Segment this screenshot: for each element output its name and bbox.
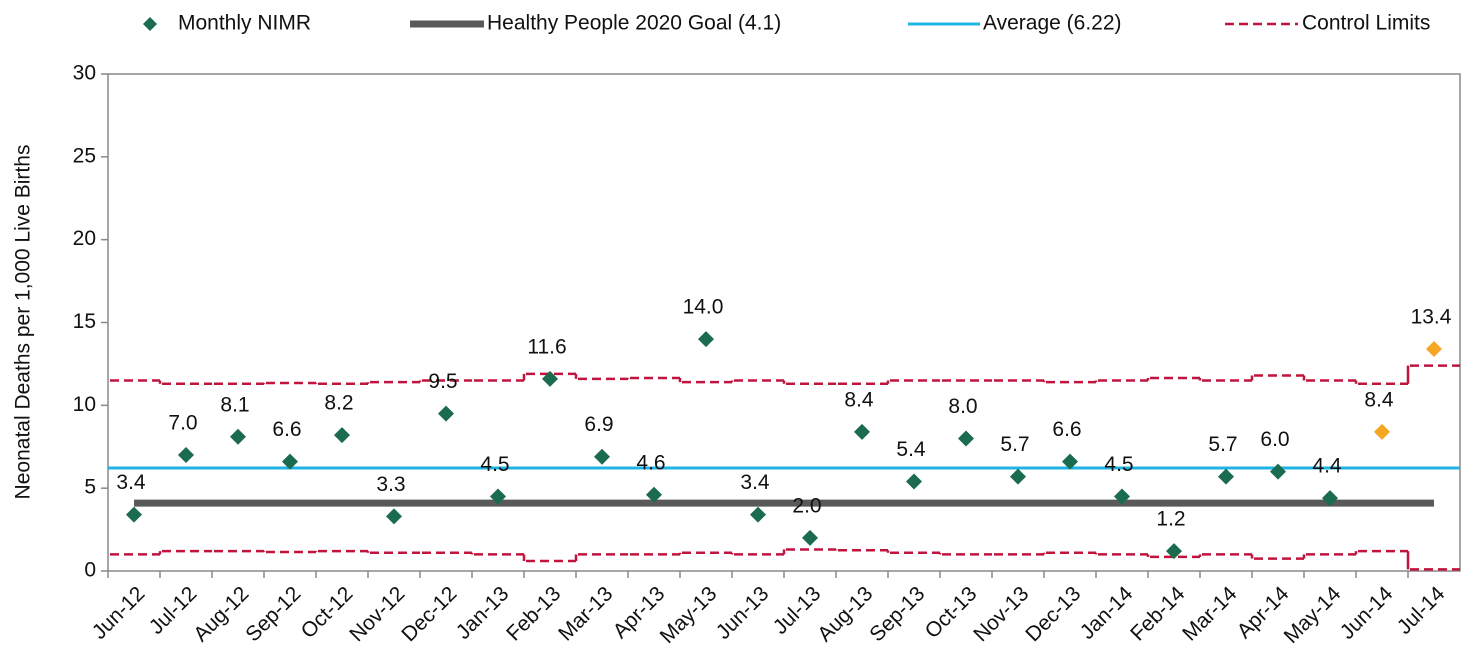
- x-tick-label: Jan-14: [1076, 582, 1138, 644]
- y-tick-label: 10: [73, 393, 96, 416]
- data-point: [386, 508, 402, 525]
- data-point: [958, 430, 974, 447]
- data-label: 8.2: [324, 392, 353, 415]
- data-point: [698, 331, 714, 348]
- y-axis-title: Neonatal Deaths per 1,000 Live Births: [12, 145, 35, 500]
- x-tick-label: May-14: [1280, 582, 1346, 648]
- data-label: 3.4: [740, 471, 770, 494]
- x-tick-label: Mar-14: [1178, 582, 1242, 646]
- x-tick-label: May-13: [656, 582, 722, 648]
- data-point: [490, 488, 506, 505]
- data-point: [1374, 423, 1390, 440]
- legend-label: Average (6.22): [983, 12, 1122, 35]
- legend-label: Monthly NIMR: [178, 12, 311, 35]
- data-label: 5.7: [1208, 433, 1237, 456]
- x-tick-label: Jun-12: [88, 582, 150, 644]
- x-tick-label: Sep-12: [241, 582, 305, 646]
- data-point: [1166, 543, 1182, 560]
- data-label: 1.2: [1156, 508, 1185, 531]
- data-label: 11.6: [527, 335, 566, 358]
- x-tick-label: Aug-12: [189, 582, 253, 646]
- data-label: 8.4: [1364, 388, 1394, 411]
- data-point: [646, 486, 662, 503]
- data-point: [1322, 490, 1338, 507]
- data-point: [126, 506, 142, 523]
- data-label: 6.6: [272, 418, 301, 441]
- data-label: 5.7: [1000, 433, 1029, 456]
- data-label: 4.5: [480, 453, 509, 476]
- data-label: 3.3: [376, 473, 405, 496]
- data-label: 2.0: [792, 494, 821, 517]
- data-point: [542, 370, 558, 387]
- x-tick-label: Feb-14: [1126, 582, 1190, 646]
- x-tick-label: Mar-13: [554, 582, 617, 645]
- legend-label: Healthy People 2020 Goal (4.1): [487, 12, 781, 35]
- data-point: [178, 447, 194, 464]
- data-label: 6.9: [584, 413, 613, 436]
- data-point: [750, 506, 766, 523]
- plot-frame: [107, 73, 1461, 572]
- data-label: 8.1: [220, 393, 249, 416]
- x-tick-label: Jun-14: [1336, 582, 1398, 644]
- data-point: [906, 473, 922, 490]
- data-label: 8.4: [844, 388, 874, 411]
- legend-marker: [143, 17, 157, 31]
- data-label: 14.0: [683, 296, 724, 319]
- data-point: [1270, 463, 1286, 480]
- x-tick-label: Jul-14: [1393, 582, 1450, 639]
- data-point: [334, 427, 350, 444]
- data-point: [230, 428, 246, 445]
- x-tick-label: Dec-13: [1021, 582, 1085, 646]
- data-point: [854, 423, 870, 440]
- data-label: 4.4: [1312, 455, 1342, 478]
- x-tick-label: Nov-12: [345, 582, 409, 646]
- y-tick-label: 20: [73, 227, 96, 250]
- x-tick-label: Jun-13: [712, 582, 774, 644]
- y-tick-label: 15: [73, 310, 96, 333]
- x-tick-label: Nov-13: [969, 582, 1033, 646]
- x-tick-label: Sep-13: [865, 582, 929, 646]
- data-point: [594, 448, 610, 465]
- legend-label: Control Limits: [1302, 12, 1430, 35]
- data-point: [1062, 453, 1078, 470]
- data-point: [1426, 341, 1442, 358]
- data-label: 6.0: [1260, 428, 1289, 451]
- data-label: 9.5: [428, 370, 457, 393]
- data-point: [802, 529, 818, 546]
- data-label: 8.0: [948, 395, 977, 418]
- x-tick-label: Dec-12: [397, 582, 461, 646]
- data-point: [1218, 468, 1234, 485]
- data-label: 5.4: [896, 438, 926, 461]
- data-point: [1010, 468, 1026, 485]
- y-tick-label: 5: [84, 476, 96, 499]
- data-point: [438, 405, 454, 422]
- x-tick-label: Feb-13: [502, 582, 565, 645]
- y-tick-label: 30: [73, 62, 96, 85]
- x-tick-label: Jan-13: [452, 582, 514, 644]
- data-label: 4.5: [1104, 453, 1133, 476]
- y-tick-label: 0: [84, 559, 96, 582]
- data-label: 3.4: [116, 471, 146, 494]
- data-label: 13.4: [1411, 306, 1452, 329]
- data-label: 6.6: [1052, 418, 1081, 441]
- x-tick-label: Aug-13: [813, 582, 877, 646]
- data-point: [1114, 488, 1130, 505]
- data-label: 7.0: [168, 412, 197, 435]
- data-point: [282, 453, 298, 470]
- y-tick-label: 25: [73, 144, 96, 167]
- data-label: 4.6: [636, 451, 665, 474]
